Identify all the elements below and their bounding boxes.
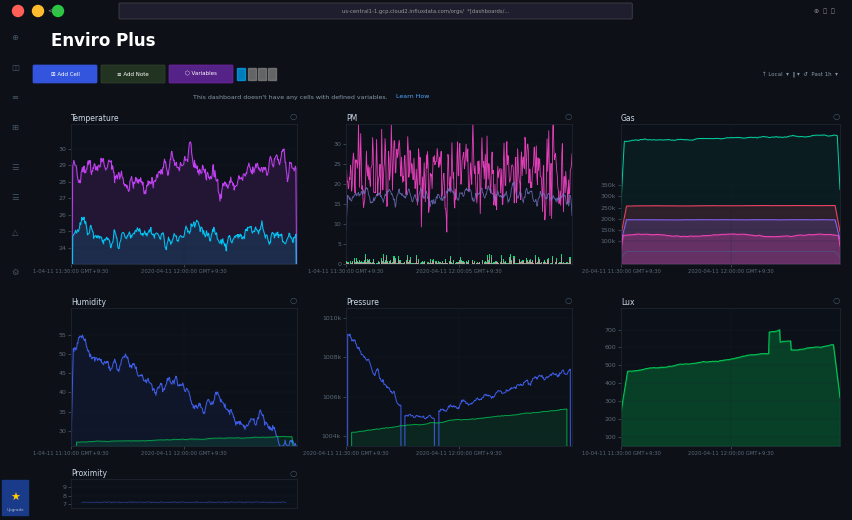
Text: Gas: Gas — [621, 113, 636, 123]
Text: △: △ — [12, 228, 18, 237]
Text: Humidity: Humidity — [71, 297, 106, 306]
Text: Learn How: Learn How — [392, 95, 429, 99]
Text: Proximity: Proximity — [71, 469, 107, 477]
Text: ⊕  ⤒  ⧉: ⊕ ⤒ ⧉ — [809, 8, 834, 14]
Text: ○: ○ — [565, 112, 572, 121]
Text: ⚙: ⚙ — [11, 267, 19, 277]
Text: Lux: Lux — [621, 297, 635, 306]
Text: < >: < > — [48, 8, 62, 14]
Text: ⬡ Variables: ⬡ Variables — [185, 71, 217, 76]
Circle shape — [13, 6, 24, 17]
Bar — [268, 68, 276, 80]
Text: ◫: ◫ — [11, 62, 19, 72]
Text: Pressure: Pressure — [346, 297, 379, 306]
FancyBboxPatch shape — [101, 65, 165, 83]
Text: ⊞ Add Cell: ⊞ Add Cell — [50, 71, 79, 76]
Text: ≡ Add Note: ≡ Add Note — [117, 71, 149, 76]
Text: Enviro Plus: Enviro Plus — [50, 32, 155, 50]
Text: PM: PM — [346, 113, 357, 123]
Text: Upgrade: Upgrade — [6, 508, 24, 512]
Text: ☰: ☰ — [11, 192, 19, 202]
Text: ○: ○ — [290, 296, 297, 305]
Text: ↑ Local  ▾  ‖ ▾  ↺  Past 1h  ▾: ↑ Local ▾ ‖ ▾ ↺ Past 1h ▾ — [762, 71, 838, 77]
Text: ⊕: ⊕ — [11, 33, 19, 42]
Text: ☰: ☰ — [11, 163, 19, 172]
Circle shape — [53, 6, 64, 17]
Text: ○: ○ — [832, 112, 840, 121]
FancyBboxPatch shape — [169, 65, 233, 83]
Bar — [237, 68, 245, 80]
Text: This dashboard doesn't have any cells with defined variables.: This dashboard doesn't have any cells wi… — [193, 95, 392, 99]
Bar — [248, 68, 256, 80]
Text: ≡: ≡ — [11, 93, 19, 101]
Circle shape — [32, 6, 43, 17]
Text: ⊞: ⊞ — [11, 123, 19, 132]
Text: ○: ○ — [565, 296, 572, 305]
Bar — [258, 68, 266, 80]
Text: ★: ★ — [10, 493, 20, 503]
Text: ○: ○ — [290, 469, 297, 477]
FancyBboxPatch shape — [33, 65, 97, 83]
Text: Temperature: Temperature — [71, 113, 119, 123]
FancyBboxPatch shape — [119, 3, 632, 19]
Text: us-central1-1.gcp.cloud2.influxdata.com/orgs/  *[dashboards/...: us-central1-1.gcp.cloud2.influxdata.com/… — [343, 8, 509, 14]
Text: ○: ○ — [290, 112, 297, 121]
Bar — [2, 480, 28, 515]
Text: ○: ○ — [832, 296, 840, 305]
